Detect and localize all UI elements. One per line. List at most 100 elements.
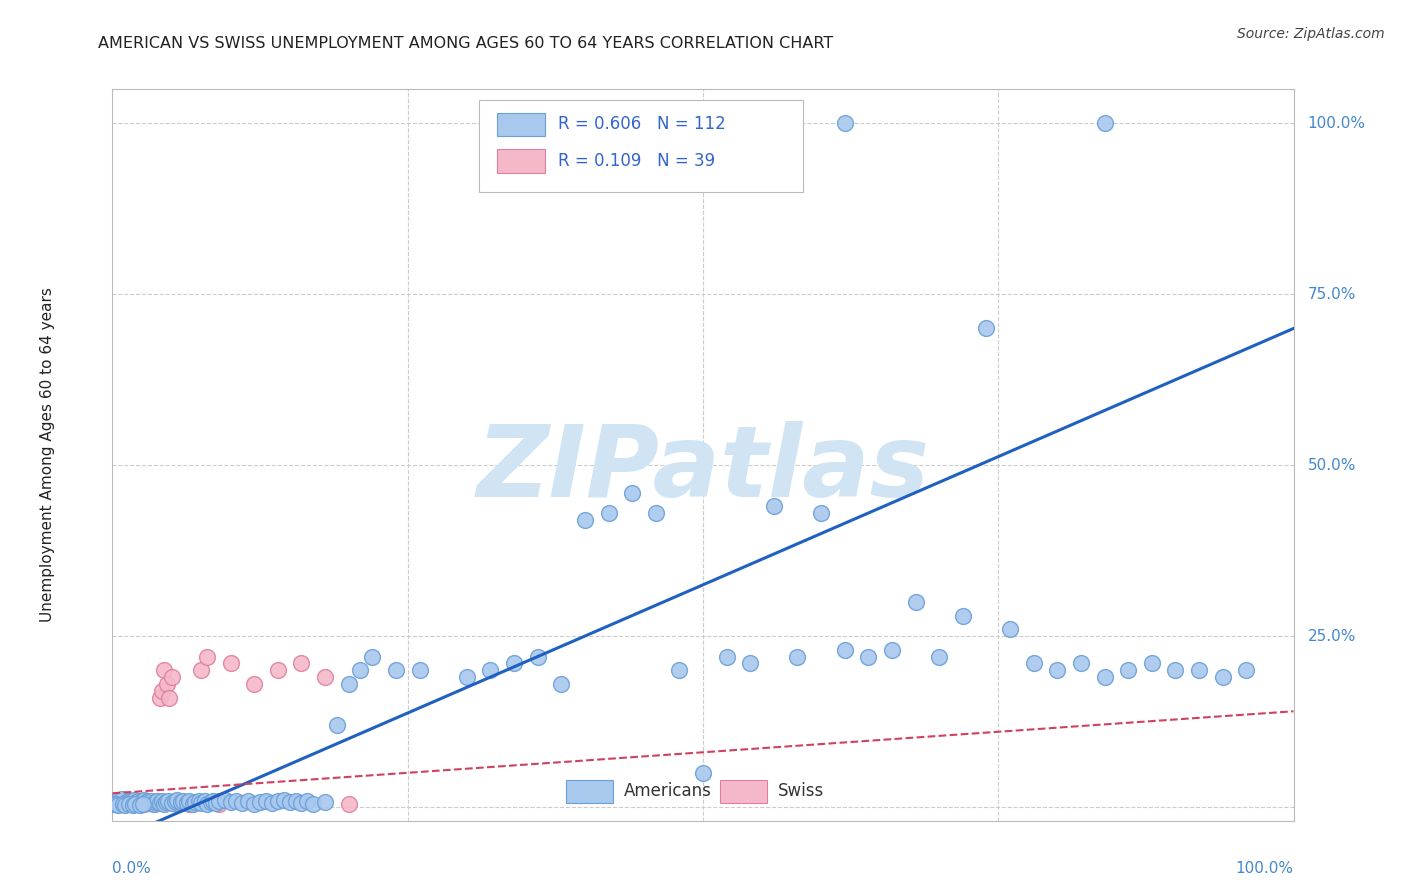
Point — [1188, 663, 1211, 677]
Point — [976, 321, 998, 335]
Point — [120, 796, 142, 810]
Point — [181, 797, 204, 811]
Point — [131, 795, 153, 809]
Point — [142, 797, 165, 811]
Point — [297, 795, 319, 809]
Point — [349, 663, 371, 677]
Point — [176, 796, 198, 810]
Text: Swiss: Swiss — [778, 782, 824, 800]
Point — [118, 797, 141, 811]
Text: 0.0%: 0.0% — [112, 861, 152, 876]
Point — [120, 795, 142, 809]
Point — [143, 795, 166, 809]
Point — [408, 663, 430, 677]
Point — [122, 795, 145, 809]
Point — [194, 795, 217, 809]
Text: Unemployment Among Ages 60 to 64 years: Unemployment Among Ages 60 to 64 years — [39, 287, 55, 623]
Text: R = 0.109   N = 39: R = 0.109 N = 39 — [558, 152, 714, 169]
Point — [302, 797, 325, 811]
Point — [166, 797, 188, 811]
Point — [208, 797, 231, 811]
Point — [110, 797, 132, 811]
Point — [254, 794, 277, 808]
Point — [134, 793, 156, 807]
Point — [621, 485, 644, 500]
Point — [385, 663, 408, 677]
Point — [208, 795, 231, 809]
Text: 100.0%: 100.0% — [1308, 116, 1365, 131]
Point — [928, 649, 950, 664]
Point — [117, 794, 139, 808]
Point — [156, 794, 179, 808]
Point — [136, 794, 159, 808]
Point — [526, 649, 548, 664]
Point — [155, 795, 177, 809]
FancyBboxPatch shape — [498, 112, 544, 136]
Point — [456, 670, 478, 684]
FancyBboxPatch shape — [720, 780, 766, 803]
Point — [200, 795, 222, 809]
Point — [834, 642, 856, 657]
Point — [146, 795, 169, 809]
Text: 50.0%: 50.0% — [1308, 458, 1355, 473]
Point — [124, 797, 146, 812]
Point — [249, 795, 271, 809]
Point — [550, 677, 572, 691]
Point — [141, 795, 163, 809]
Point — [231, 796, 253, 810]
Point — [184, 795, 207, 809]
Point — [278, 795, 301, 809]
FancyBboxPatch shape — [567, 780, 613, 803]
Point — [157, 690, 180, 705]
Point — [165, 795, 187, 809]
Point — [1070, 657, 1092, 671]
Point — [314, 795, 336, 809]
Point — [129, 796, 152, 810]
Point — [243, 797, 266, 811]
Point — [195, 649, 218, 664]
Point — [326, 718, 349, 732]
Point — [290, 796, 312, 810]
Point — [1234, 663, 1257, 677]
Point — [740, 657, 762, 671]
Point — [184, 795, 207, 809]
Point — [135, 795, 157, 809]
Point — [810, 506, 832, 520]
Point — [598, 506, 620, 520]
Point — [112, 796, 135, 810]
Text: 75.0%: 75.0% — [1308, 286, 1355, 301]
Point — [1140, 657, 1163, 671]
Point — [361, 649, 384, 664]
Point — [195, 797, 218, 811]
Point — [205, 796, 228, 810]
Text: Source: ZipAtlas.com: Source: ZipAtlas.com — [1237, 27, 1385, 41]
Point — [238, 795, 260, 809]
Point — [858, 649, 880, 664]
Point — [337, 797, 360, 811]
Point — [125, 797, 148, 811]
Point — [998, 622, 1021, 636]
Point — [225, 794, 247, 808]
Point — [146, 794, 169, 808]
Point — [166, 793, 188, 807]
Point — [337, 677, 360, 691]
Point — [127, 794, 149, 808]
Point — [150, 795, 173, 809]
Point — [121, 797, 143, 812]
Point — [122, 793, 145, 807]
Point — [110, 795, 132, 809]
Point — [112, 797, 135, 812]
FancyBboxPatch shape — [498, 149, 544, 172]
Point — [1046, 663, 1069, 677]
Point — [150, 683, 173, 698]
Point — [114, 797, 136, 812]
Point — [952, 608, 974, 623]
Point — [111, 791, 134, 805]
Point — [190, 796, 212, 810]
Point — [170, 795, 193, 809]
Point — [101, 797, 124, 811]
Point — [160, 670, 183, 684]
Point — [120, 795, 142, 809]
Point — [129, 796, 152, 810]
Point — [127, 795, 149, 809]
